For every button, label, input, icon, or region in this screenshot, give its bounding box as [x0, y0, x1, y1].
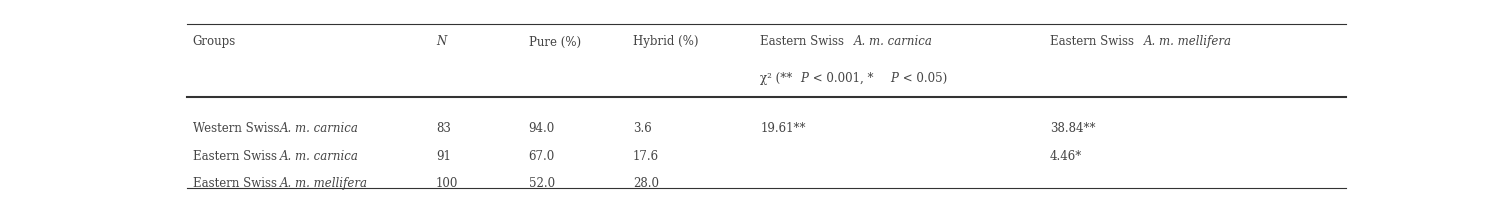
Text: 100: 100: [437, 177, 459, 190]
Text: 52.0: 52.0: [529, 177, 555, 190]
Text: Pure (%): Pure (%): [529, 35, 580, 49]
Text: Western Swiss: Western Swiss: [193, 122, 283, 135]
Text: < 0.001, *: < 0.001, *: [809, 72, 878, 85]
Text: A. m. carnica: A. m. carnica: [280, 122, 359, 135]
Text: χ² (**: χ² (**: [761, 72, 797, 85]
Text: Groups: Groups: [193, 35, 236, 49]
Text: 91: 91: [437, 150, 451, 163]
Text: A. m. carnica: A. m. carnica: [854, 35, 933, 49]
Text: 17.6: 17.6: [632, 150, 659, 163]
Text: 3.6: 3.6: [632, 122, 652, 135]
Text: A. m. mellifera: A. m. mellifera: [1144, 35, 1232, 49]
Text: Eastern Swiss: Eastern Swiss: [761, 35, 848, 49]
Text: < 0.05): < 0.05): [900, 72, 948, 85]
Text: P: P: [800, 72, 807, 85]
Text: N: N: [437, 35, 446, 49]
Text: A. m. carnica: A. m. carnica: [280, 150, 359, 163]
Text: 83: 83: [437, 122, 451, 135]
Text: Eastern Swiss: Eastern Swiss: [193, 150, 281, 163]
Text: 19.61**: 19.61**: [761, 122, 806, 135]
Text: 94.0: 94.0: [529, 122, 555, 135]
Text: Hybrid (%): Hybrid (%): [632, 35, 698, 49]
Text: Eastern Swiss: Eastern Swiss: [1049, 35, 1138, 49]
Text: Eastern Swiss: Eastern Swiss: [193, 177, 281, 190]
Text: 28.0: 28.0: [632, 177, 659, 190]
Text: 38.84**: 38.84**: [1049, 122, 1096, 135]
Text: P: P: [890, 72, 898, 85]
Text: 4.46*: 4.46*: [1049, 150, 1082, 163]
Text: 67.0: 67.0: [529, 150, 555, 163]
Text: A. m. mellifera: A. m. mellifera: [280, 177, 368, 190]
